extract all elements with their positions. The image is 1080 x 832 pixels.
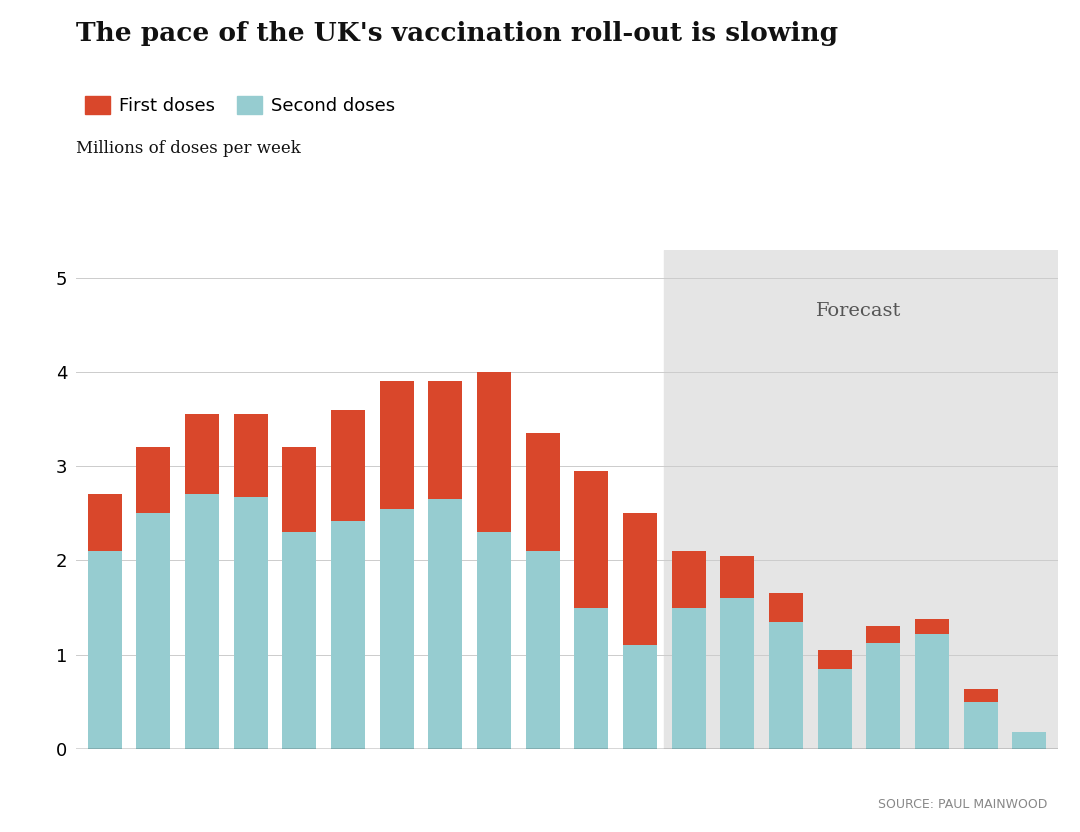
Bar (575, 471, 608, 607)
Bar (915, 619, 949, 634)
Bar (429, 381, 462, 499)
Bar (963, 690, 998, 701)
Bar (185, 494, 219, 749)
Bar (282, 532, 316, 749)
Bar (623, 513, 657, 645)
Bar (87, 551, 122, 749)
Bar (866, 626, 901, 643)
Text: Millions of doses per week: Millions of doses per week (76, 140, 300, 156)
Bar (380, 508, 414, 749)
Bar (380, 381, 414, 508)
Text: Forecast: Forecast (816, 302, 902, 319)
Bar (526, 551, 559, 749)
Bar (769, 593, 802, 622)
Bar (915, 634, 949, 749)
Legend: First doses, Second doses: First doses, Second doses (84, 97, 395, 115)
Bar (477, 372, 511, 532)
Bar (866, 643, 901, 749)
Bar (623, 645, 657, 749)
Bar (526, 433, 559, 551)
Text: The pace of the UK's vaccination roll-out is slowing: The pace of the UK's vaccination roll-ou… (76, 21, 838, 46)
Bar (87, 494, 122, 551)
Bar (672, 551, 705, 607)
Bar (720, 556, 754, 598)
Bar (818, 650, 852, 669)
Text: SOURCE: PAUL MAINWOOD: SOURCE: PAUL MAINWOOD (878, 798, 1048, 811)
Bar (672, 607, 705, 749)
Bar (136, 448, 171, 513)
Bar (1012, 732, 1047, 749)
Bar (332, 409, 365, 521)
Bar (769, 622, 802, 749)
Bar (136, 513, 171, 749)
Bar (963, 701, 998, 749)
Bar (664, 250, 1058, 749)
Bar (233, 414, 268, 498)
Bar (575, 607, 608, 749)
Bar (185, 414, 219, 494)
Bar (818, 669, 852, 749)
Bar (233, 498, 268, 749)
Bar (720, 598, 754, 749)
Bar (477, 532, 511, 749)
Bar (282, 448, 316, 532)
Bar (332, 521, 365, 749)
Bar (429, 499, 462, 749)
